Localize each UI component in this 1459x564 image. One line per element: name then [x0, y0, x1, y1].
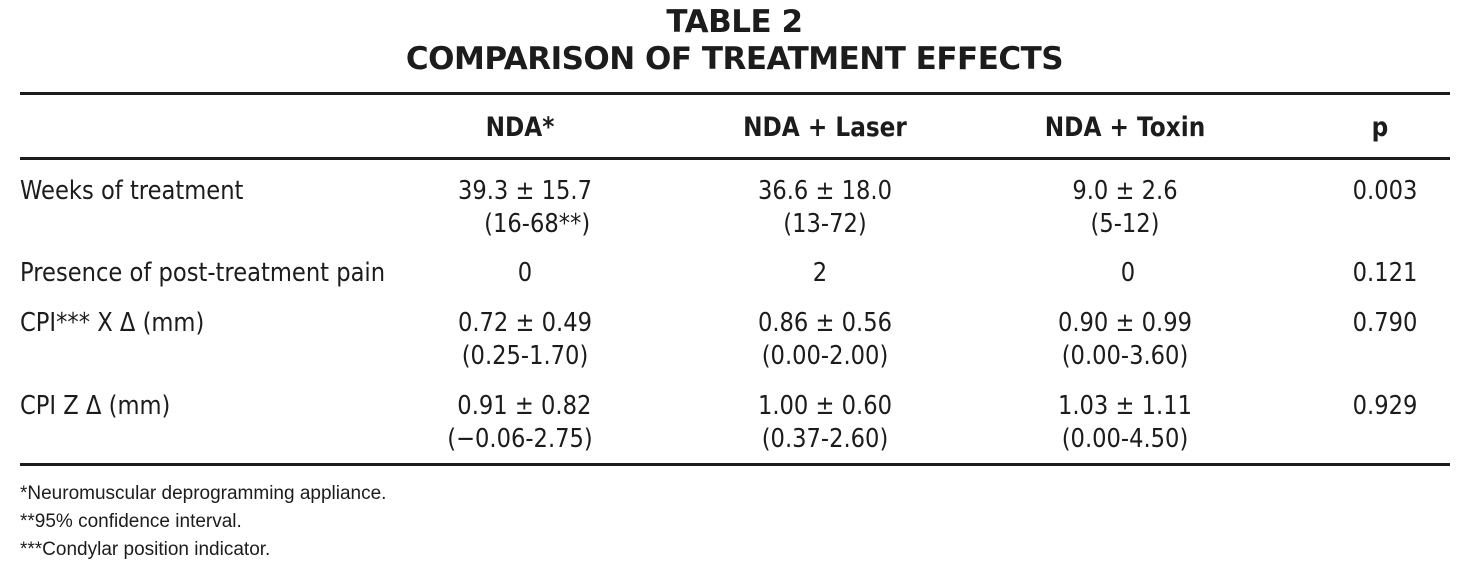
cell-pain-p: 0.121	[1352, 258, 1418, 288]
header-p: p	[1371, 112, 1389, 143]
cell-value: 0	[1120, 258, 1136, 288]
cell-weeks-nda: 39.3 ± 15.7 (16-68**)	[434, 175, 617, 241]
cell-value: 36.6 ± 18.0	[757, 176, 893, 206]
row-label-weeks: Weeks of treatment	[20, 176, 244, 206]
cell-value: 1.00 ± 0.60	[757, 391, 893, 421]
cell-range: (13-72)	[783, 209, 867, 239]
cell-value: 0	[517, 258, 533, 288]
cell-value: 1.03 ± 1.11	[1057, 391, 1193, 421]
cell-range: (−0.06-2.75)	[447, 424, 593, 454]
cell-range: (0.00-4.50)	[1061, 424, 1189, 454]
top-rule	[20, 92, 1450, 95]
cell-range: (0.00-2.00)	[761, 341, 889, 371]
cell-value: 9.0 ± 2.6	[1072, 176, 1178, 206]
cell-pain-laser: 2	[729, 257, 912, 290]
cell-value: 39.3 ± 15.7	[457, 176, 593, 206]
bottom-rule	[20, 463, 1450, 466]
cell-range: (0.25-1.70)	[461, 341, 589, 371]
table-number: TABLE 2	[666, 4, 803, 40]
cell-weeks-laser: 36.6 ± 18.0 (13-72)	[734, 175, 917, 241]
cell-value: 0.91 ± 0.82	[457, 391, 592, 421]
cell-cpi-z-toxin: 1.03 ± 1.11 (0.00-4.50)	[1034, 390, 1217, 456]
cell-cpi-x-toxin: 0.90 ± 0.99 (0.00-3.60)	[1034, 307, 1217, 373]
cell-cpi-z-laser: 1.00 ± 0.60 (0.37-2.60)	[734, 390, 917, 456]
cell-value: 0.72 ± 0.49	[457, 308, 593, 338]
row-label-cpi-z: CPI Z Δ (mm)	[20, 391, 171, 421]
header-nda-laser: NDA + Laser	[743, 112, 907, 143]
cell-range: (5-12)	[1090, 209, 1160, 239]
cell-cpi-x-laser: 0.86 ± 0.56 (0.00-2.00)	[734, 307, 917, 373]
header-rule	[20, 157, 1450, 160]
header-nda-toxin: NDA + Toxin	[1044, 112, 1206, 143]
cell-range: (16-68**)	[484, 209, 591, 239]
cell-weeks-p: 0.003	[1352, 176, 1418, 206]
footnote-nda: *Neuromuscular deprogramming appliance.	[20, 483, 387, 504]
cell-pain-nda: 0	[434, 257, 617, 290]
header-nda: NDA*	[485, 112, 555, 143]
table-caption: COMPARISON OF TREATMENT EFFECTS	[405, 41, 1064, 77]
row-label-pain: Presence of post-treatment pain	[20, 258, 386, 288]
table-title: TABLE 2 COMPARISON OF TREATMENT EFFECTS	[0, 4, 1459, 78]
cell-cpi-x-p: 0.790	[1352, 308, 1418, 338]
row-label-cpi-x: CPI*** X Δ (mm)	[20, 308, 205, 338]
footnote-cpi: ***Condylar position indicator.	[20, 539, 271, 560]
cell-value: 0.86 ± 0.56	[757, 308, 893, 338]
cell-value: 0.90 ± 0.99	[1057, 308, 1193, 338]
footnotes: *Neuromuscular deprogramming appliance. …	[20, 480, 386, 564]
cell-value: 2	[812, 258, 828, 288]
cell-weeks-toxin: 9.0 ± 2.6 (5-12)	[1034, 175, 1217, 241]
cell-cpi-z-p: 0.929	[1352, 391, 1418, 421]
cell-cpi-z-nda: 0.91 ± 0.82 (−0.06-2.75)	[429, 390, 612, 456]
cell-pain-toxin: 0	[1037, 257, 1220, 290]
footnote-ci: **95% confidence interval.	[20, 511, 242, 532]
cell-range: (0.00-3.60)	[1061, 341, 1189, 371]
cell-cpi-x-nda: 0.72 ± 0.49 (0.25-1.70)	[434, 307, 617, 373]
cell-range: (0.37-2.60)	[761, 424, 889, 454]
